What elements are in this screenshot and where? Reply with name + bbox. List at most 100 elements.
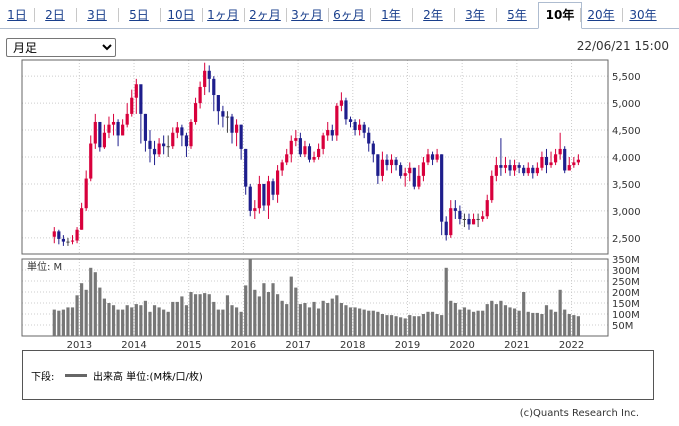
volume-bar xyxy=(508,307,512,336)
volume-bar xyxy=(285,304,289,336)
volume-bar xyxy=(280,300,284,336)
volume-bar xyxy=(339,303,343,336)
candle-body xyxy=(248,186,252,211)
tab-11[interactable]: 3年 xyxy=(465,8,485,22)
volume-bar xyxy=(362,309,366,336)
volume-bar xyxy=(225,295,230,336)
volume-bar xyxy=(321,300,325,336)
volume-bar xyxy=(266,292,271,336)
volume-bar xyxy=(335,295,339,336)
tab-15[interactable]: 30年 xyxy=(629,8,657,22)
candle-period-select[interactable]: 月足 xyxy=(6,38,116,57)
tab-0[interactable]: 1日 xyxy=(7,8,27,22)
candle-body xyxy=(348,119,353,122)
candle-body xyxy=(189,121,193,147)
candle-body xyxy=(326,130,330,136)
tab-6[interactable]: 2ヶ月 xyxy=(249,8,281,22)
volume-bar xyxy=(148,311,152,336)
volume-bar xyxy=(66,307,70,336)
volume-bar xyxy=(522,292,526,336)
volume-bar xyxy=(476,310,480,336)
candle-body xyxy=(253,208,257,211)
candle-body xyxy=(522,167,526,174)
tab-3[interactable]: 5日 xyxy=(129,8,149,22)
tab-14[interactable]: 20年 xyxy=(587,8,615,22)
tab-8[interactable]: 6ヶ月 xyxy=(333,8,365,22)
volume-bar xyxy=(80,283,84,336)
year-tick-label: 2013 xyxy=(67,340,92,351)
volume-bar xyxy=(567,314,571,336)
volume-bar xyxy=(134,304,138,336)
candle-body xyxy=(70,240,75,242)
candle-body xyxy=(52,231,56,237)
volume-bar xyxy=(180,296,184,336)
volume-tick-label: 350M xyxy=(612,255,640,266)
candle-body xyxy=(440,154,444,222)
candle-body xyxy=(385,159,389,166)
volume-bar xyxy=(230,305,234,336)
tab-10[interactable]: 2年 xyxy=(423,8,443,22)
candle-body xyxy=(481,216,485,219)
volume-bar xyxy=(84,289,88,336)
candle-body xyxy=(540,157,544,168)
tab-5[interactable]: 1ヶ月 xyxy=(207,8,239,22)
tab-separator xyxy=(370,8,371,22)
candle-body xyxy=(198,86,202,104)
volume-bar xyxy=(326,303,330,336)
volume-bar xyxy=(544,305,549,336)
candle-body xyxy=(180,127,184,136)
volume-tick-label: 200M xyxy=(612,288,640,299)
candle-body xyxy=(549,162,553,166)
tab-13[interactable]: 10年 xyxy=(538,2,582,29)
candle-body xyxy=(280,162,284,171)
volume-bar xyxy=(572,315,576,336)
year-tick-label: 2014 xyxy=(121,340,146,351)
tab-2[interactable]: 3日 xyxy=(87,8,107,22)
tab-separator xyxy=(622,8,623,22)
volume-bar xyxy=(426,311,430,336)
volume-bar xyxy=(257,296,261,336)
volume-bar xyxy=(275,294,280,336)
candle-body xyxy=(157,143,161,155)
period-tabs: 1日 2日 3日 5日 10日 1ヶ月 2ヶ月 3ヶ月 6ヶ月 1年 2年 3年 5年 10年 20年 30年 xyxy=(0,0,679,29)
volume-bar xyxy=(417,316,421,336)
candle-body xyxy=(444,221,448,236)
candle-body xyxy=(576,159,580,163)
candle-body xyxy=(563,148,567,171)
volume-bar xyxy=(111,305,116,336)
volume-bar xyxy=(203,293,207,336)
candle-body xyxy=(362,124,366,133)
volume-bar xyxy=(485,304,489,336)
tab-1[interactable]: 2日 xyxy=(45,8,65,22)
candle-body xyxy=(84,178,88,209)
candle-body xyxy=(89,143,93,179)
volume-bar xyxy=(467,309,471,336)
volume-bar xyxy=(216,309,220,336)
tab-12[interactable]: 5年 xyxy=(507,8,527,22)
tab-separator xyxy=(580,8,581,22)
candle-body xyxy=(285,154,289,163)
volume-bar xyxy=(262,283,266,336)
candle-body xyxy=(476,218,480,220)
candle-body xyxy=(298,138,302,155)
candle-body xyxy=(234,124,239,133)
candle-body xyxy=(171,132,175,147)
tab-9[interactable]: 1年 xyxy=(381,8,401,22)
year-tick-label: 2021 xyxy=(504,340,529,351)
year-tick-label: 2019 xyxy=(395,340,420,351)
candle-body xyxy=(558,148,562,155)
volume-bar xyxy=(189,292,193,336)
tab-7[interactable]: 3ヶ月 xyxy=(291,8,323,22)
candle-body xyxy=(453,208,457,211)
copyright: (c)Quants Research Inc. xyxy=(519,408,639,419)
tab-4[interactable]: 10日 xyxy=(167,8,195,22)
volume-bar xyxy=(317,308,321,336)
tab-separator xyxy=(244,8,245,22)
tab-separator xyxy=(454,8,455,22)
candle-body xyxy=(399,165,403,176)
year-tick-label: 2022 xyxy=(559,340,584,351)
volume-bar xyxy=(358,308,362,336)
price-grid xyxy=(22,60,608,254)
candle-body xyxy=(257,183,261,209)
